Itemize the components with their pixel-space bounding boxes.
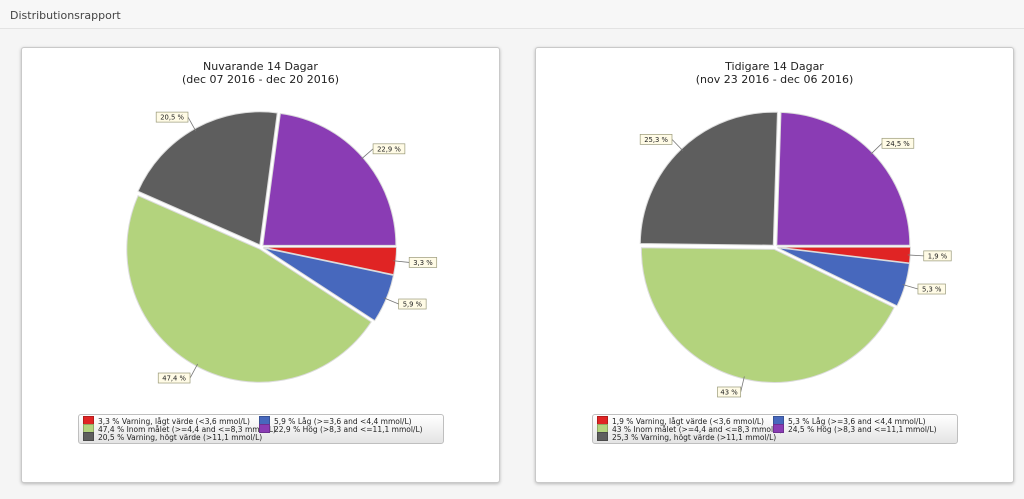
data-label-box <box>157 372 191 384</box>
legend-label: 5,9 % Låg (>=3,6 and <4,4 mmol/L) <box>274 417 412 426</box>
chart-title: Tidigare 14 Dagar <box>725 60 824 73</box>
pie-slice-high[interactable] <box>262 112 397 246</box>
data-label: 1,9 % <box>928 252 948 260</box>
data-label-box <box>923 250 952 262</box>
chart-title: Nuvarande 14 Dagar <box>203 60 318 73</box>
data-label: 3,3 % <box>413 259 433 267</box>
data-label-box <box>408 257 438 268</box>
legend-label: 22,9 % Hög (>8,3 and <=11,1 mmol/L) <box>274 425 423 434</box>
label-connector <box>907 254 924 257</box>
label-connector <box>360 148 374 160</box>
page-title: Distributionsrapport <box>10 9 121 22</box>
data-label-box <box>917 283 946 295</box>
pie-slice-high[interactable] <box>776 111 911 246</box>
data-label-box <box>155 111 189 123</box>
legend-swatch <box>597 432 608 441</box>
data-label-box <box>372 143 406 155</box>
chart-subtitle: (nov 23 2016 - dec 06 2016) <box>695 73 854 86</box>
chart-legend: 3,3 % Varning, lågt värde (<3,6 mmol/L) … <box>78 414 444 444</box>
legend-label: 24,5 % Hög (>8,3 and <=11,1 mmol/L) <box>788 425 937 434</box>
data-label-box <box>398 298 427 310</box>
data-label: 5,3 % <box>922 286 942 294</box>
data-label: 22,9 % <box>377 145 401 153</box>
legend-label: 3,3 % Varning, lågt värde (<3,6 mmol/L) <box>98 417 250 426</box>
label-connector <box>740 376 745 393</box>
legend-label: 43 % Inom målet (>=4,4 and <=8,3 mmol/L) <box>612 425 783 434</box>
label-connector <box>189 363 199 379</box>
legend-swatch <box>259 424 270 433</box>
data-label-box <box>639 133 673 145</box>
label-connector <box>671 139 684 152</box>
legend-label: 25,3 % Varning, högt värde (>11,1 mmol/L… <box>612 433 777 442</box>
legend-swatch <box>773 424 784 433</box>
legend-item-high[interactable]: 24,5 % Hög (>8,3 and <=11,1 mmol/L) <box>773 424 937 435</box>
label-connector <box>383 297 399 305</box>
legend-item-high-warning[interactable]: 25,3 % Varning, högt värde (>11,1 mmol/L… <box>597 432 776 443</box>
legend-label: 47,4 % Inom målet (>=4,4 and <=8,3 mmol/… <box>98 425 276 434</box>
legend-item-high[interactable]: 22,9 % Hög (>8,3 and <=11,1 mmol/L) <box>259 424 423 435</box>
label-connector <box>870 143 883 155</box>
pie-slice-high-warning[interactable] <box>639 111 778 246</box>
pie-chart: 3,3 % 5,9 % 47,4 % 20,5 % 22,9 % <box>126 111 438 384</box>
label-connector <box>187 116 197 132</box>
data-label: 25,3 % <box>644 136 668 144</box>
legend-label: 5,3 % Låg (>=3,6 and <4,4 mmol/L) <box>788 417 926 426</box>
chart-legend: 1,9 % Varning, lågt värde (<3,6 mmol/L) … <box>592 414 958 444</box>
data-label: 47,4 % <box>162 375 186 383</box>
chart-panel-previous: Tidigare 14 Dagar (nov 23 2016 - dec 06 … <box>535 47 1014 483</box>
chart-subtitle: (dec 07 2016 - dec 20 2016) <box>181 73 340 86</box>
legend-item-high-warning[interactable]: 20,5 % Varning, högt värde (>11,1 mmol/L… <box>83 432 262 443</box>
report-header: Distributionsrapport <box>0 0 1024 29</box>
chart-panel-current: Nuvarande 14 Dagar (dec 07 2016 - dec 20… <box>21 47 500 483</box>
label-connector <box>902 284 919 290</box>
pie-chart: 1,9 % 5,3 % 43 % 25,3 % 24,5 % <box>639 111 952 398</box>
legend-label: 20,5 % Varning, högt värde (>11,1 mmol/L… <box>98 433 263 442</box>
data-label: 24,5 % <box>886 140 910 148</box>
data-label-box <box>717 386 742 398</box>
label-connector <box>393 260 410 263</box>
data-label: 20,5 % <box>160 114 184 122</box>
data-label: 43 % <box>720 389 738 397</box>
data-label-box <box>881 137 915 149</box>
legend-swatch <box>83 432 94 441</box>
data-label: 5,9 % <box>403 301 423 309</box>
legend-label: 1,9 % Varning, lågt värde (<3,6 mmol/L) <box>612 417 764 426</box>
